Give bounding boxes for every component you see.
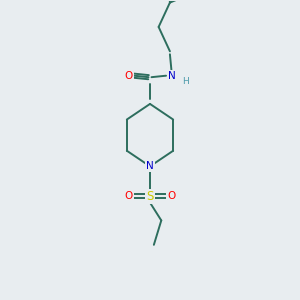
Text: S: S — [146, 190, 154, 202]
Text: O: O — [124, 191, 133, 201]
Text: O: O — [167, 191, 175, 201]
Text: O: O — [124, 71, 133, 81]
Text: N: N — [146, 161, 154, 171]
Text: N: N — [167, 71, 175, 81]
Text: H: H — [182, 76, 189, 85]
